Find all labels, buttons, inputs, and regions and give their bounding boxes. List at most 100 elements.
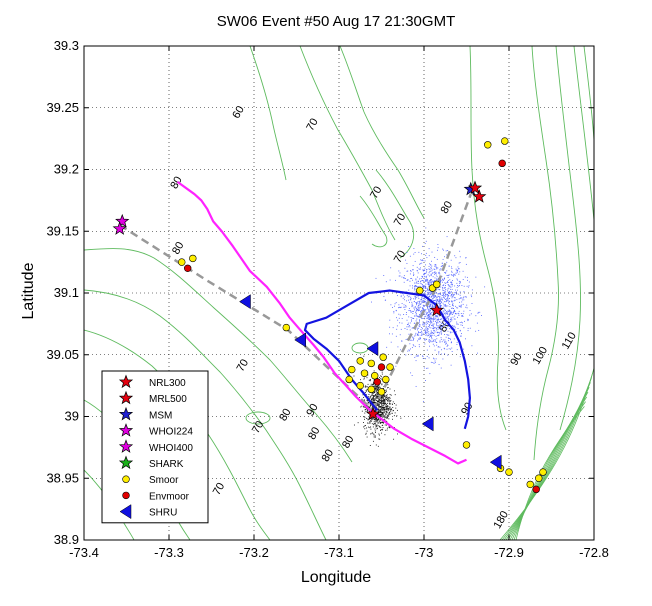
blue-cloud-point (461, 315, 462, 317)
blue-cloud-point (435, 302, 437, 304)
blue-cloud-point (450, 339, 452, 341)
blue-cloud-point (428, 272, 430, 274)
blue-cloud-point (437, 295, 439, 297)
blue-cloud-point (449, 310, 451, 312)
black-cloud-point (377, 389, 379, 391)
black-cloud-point (374, 435, 376, 437)
black-cloud-point (396, 409, 398, 411)
blue-cloud-point (439, 341, 441, 343)
black-cloud-point (384, 410, 386, 412)
blue-cloud-point (427, 327, 429, 329)
black-cloud-point (367, 402, 369, 403)
blue-cloud-point (426, 322, 428, 324)
blue-cloud-point (425, 311, 427, 313)
blue-cloud-point (431, 269, 433, 271)
legend-msm-symbol (118, 406, 134, 421)
black-cloud-point (367, 419, 369, 421)
blue-cloud-point (406, 279, 408, 281)
blue-cloud-point (414, 297, 416, 299)
blue-cloud-point (455, 272, 457, 274)
black-cloud-point (380, 421, 382, 423)
black-cloud-point (393, 438, 395, 440)
black-cloud-point (379, 399, 380, 400)
blue-cloud-point (453, 300, 455, 302)
blue-cloud-point (426, 294, 428, 295)
blue-cloud-point (456, 307, 458, 309)
black-cloud-point (377, 387, 379, 389)
blue-cloud-point (415, 285, 417, 287)
blue-cloud-point (446, 317, 448, 319)
black-cloud-point (372, 401, 374, 403)
blue-cloud-point (438, 296, 440, 297)
black-cloud-point (385, 416, 387, 418)
blue-cloud-point (421, 296, 423, 298)
blue-cloud-point (432, 305, 434, 307)
blue-cloud-point (405, 314, 407, 315)
blue-cloud-point (409, 329, 411, 331)
blue-cloud-point (448, 265, 450, 267)
blue-cloud-point (423, 273, 425, 275)
blue-cloud-point (401, 340, 403, 342)
contour-line-steep (511, 396, 588, 540)
blue-cloud-point (431, 306, 433, 308)
blue-cloud-point (397, 346, 399, 348)
blue-cloud-point (422, 276, 424, 277)
black-cloud-point (369, 445, 371, 446)
black-cloud-point (378, 400, 380, 402)
blue-cloud-point (450, 328, 452, 330)
blue-cloud-point (459, 285, 460, 286)
blue-cloud-point (445, 312, 447, 314)
blue-cloud-point (424, 293, 426, 295)
blue-cloud-point (437, 278, 439, 280)
legend: NRL300MRL500MSMWHOI224WHOI400SHARKSmoorE… (101, 370, 209, 524)
black-cloud-point (377, 404, 379, 406)
blue-cloud-point (420, 306, 422, 308)
x-tick-label: -73.4 (69, 545, 99, 560)
blue-cloud-point (445, 328, 447, 330)
legend-mrl500-symbol (118, 390, 134, 405)
blue-cloud-point (430, 316, 432, 318)
blue-cloud-point (437, 288, 439, 290)
blue-cloud-point (450, 281, 451, 283)
black-cloud-point (375, 396, 377, 398)
black-cloud-point (373, 384, 374, 386)
blue-cloud-point (407, 322, 409, 324)
blue-cloud-point (431, 296, 433, 298)
blue-cloud-point (422, 280, 423, 281)
blue-cloud-point (426, 257, 428, 259)
black-cloud-point (377, 404, 379, 406)
blue-cloud-point (464, 276, 466, 278)
blue-cloud-point (431, 317, 432, 319)
blue-cloud-point (425, 264, 427, 266)
black-cloud-point (366, 404, 368, 406)
blue-cloud-point (427, 289, 429, 291)
blue-cloud-point (428, 309, 430, 311)
blue-cloud-point (420, 267, 421, 269)
black-cloud-point (371, 392, 373, 394)
blue-cloud-point (395, 309, 397, 311)
black-cloud-point (384, 412, 386, 414)
black-cloud-point (388, 415, 390, 417)
blue-cloud-point (467, 319, 469, 321)
blue-cloud-point (427, 318, 429, 320)
blue-cloud-point (447, 330, 449, 332)
blue-cloud-point (409, 301, 410, 303)
blue-cloud-point (444, 295, 446, 297)
black-cloud-point (379, 422, 381, 423)
black-cloud-point (366, 417, 368, 419)
black-cloud-point (380, 427, 382, 428)
blue-cloud-point (414, 260, 416, 262)
blue-cloud-point (464, 296, 466, 298)
blue-cloud-point (409, 310, 411, 311)
blue-cloud-point (460, 304, 462, 306)
blue-cloud-point (420, 310, 422, 312)
blue-cloud-point (394, 305, 396, 307)
blue-cloud-point (456, 282, 458, 284)
blue-cloud-point (443, 278, 445, 280)
blue-cloud-point (408, 349, 410, 351)
black-cloud-point (380, 411, 382, 413)
blue-cloud-point (434, 362, 436, 364)
blue-cloud-point (432, 333, 434, 334)
black-cloud-point (380, 429, 382, 430)
blue-cloud-point (421, 283, 423, 285)
